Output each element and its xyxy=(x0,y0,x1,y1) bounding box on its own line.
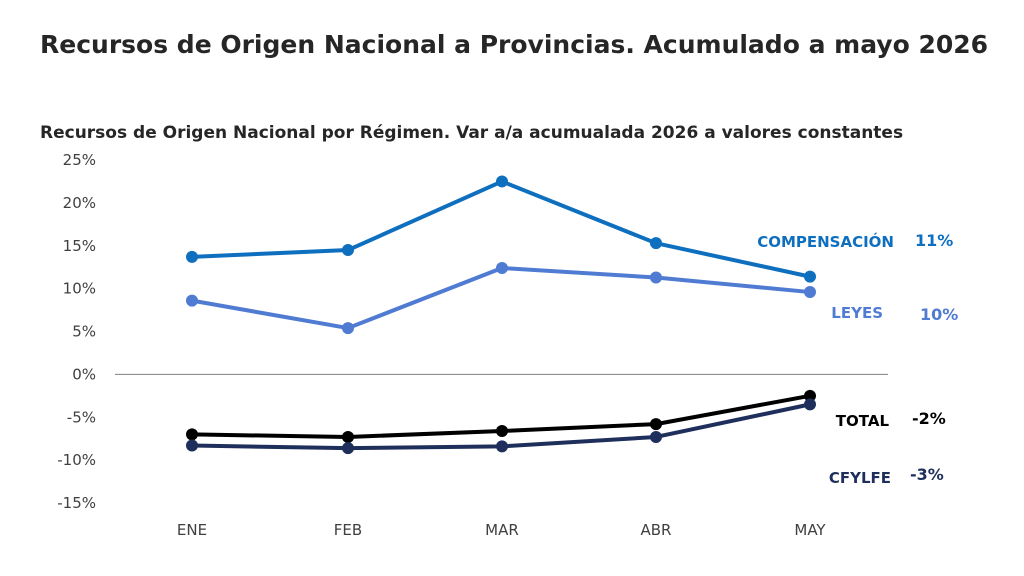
data-point-compensacion xyxy=(496,175,508,188)
data-point-cfylfe xyxy=(650,430,662,443)
y-tick-label: 10% xyxy=(63,280,96,298)
data-point-total xyxy=(186,428,198,441)
end-value-label-total: -2% xyxy=(912,409,946,428)
y-tick-label: 0% xyxy=(72,365,96,383)
x-tick-label: MAY xyxy=(794,521,826,539)
x-tick-label: ENE xyxy=(177,521,207,539)
data-point-leyes xyxy=(342,322,354,335)
series-label-total: TOTAL xyxy=(836,412,890,430)
y-tick-label: -5% xyxy=(67,408,96,426)
y-tick-label: 25% xyxy=(63,151,96,169)
data-point-compensacion xyxy=(342,244,354,257)
y-tick-label: -15% xyxy=(57,494,96,512)
data-point-compensacion xyxy=(804,270,816,283)
y-tick-label: 20% xyxy=(63,194,96,212)
data-point-compensacion xyxy=(186,250,198,263)
data-point-total xyxy=(804,389,816,402)
y-tick-label: 15% xyxy=(63,237,96,255)
data-point-leyes xyxy=(650,271,662,284)
page-title: Recursos de Origen Nacional a Provincias… xyxy=(40,30,989,59)
series-line-leyes xyxy=(190,266,812,331)
data-point-total xyxy=(342,430,354,443)
end-value-label-cfylfe: -3% xyxy=(910,465,944,484)
data-point-cfylfe xyxy=(186,439,198,452)
chart-title: Recursos de Origen Nacional por Régimen.… xyxy=(40,123,904,143)
data-point-total xyxy=(496,424,508,437)
data-point-total xyxy=(650,418,662,431)
data-point-leyes xyxy=(804,286,816,299)
end-value-label-compensacion: 11% xyxy=(915,231,953,250)
series-label-leyes: LEYES xyxy=(831,304,883,322)
data-point-compensacion xyxy=(650,237,662,250)
x-tick-label: FEB xyxy=(334,521,362,539)
data-point-cfylfe xyxy=(342,442,354,455)
end-value-label-leyes: 10% xyxy=(920,305,958,324)
series-label-cfylfe: CFYLFE xyxy=(829,469,891,487)
data-point-leyes xyxy=(186,294,198,307)
data-point-cfylfe xyxy=(496,440,508,453)
y-tick-label: 5% xyxy=(72,323,96,341)
data-point-cfylfe xyxy=(804,398,816,411)
data-point-leyes xyxy=(496,262,508,275)
series-label-compensacion: COMPENSACIÓN xyxy=(757,232,894,251)
y-tick-label: -10% xyxy=(57,451,96,469)
x-tick-label: MAR xyxy=(485,521,519,539)
x-tick-label: ABR xyxy=(641,521,672,539)
